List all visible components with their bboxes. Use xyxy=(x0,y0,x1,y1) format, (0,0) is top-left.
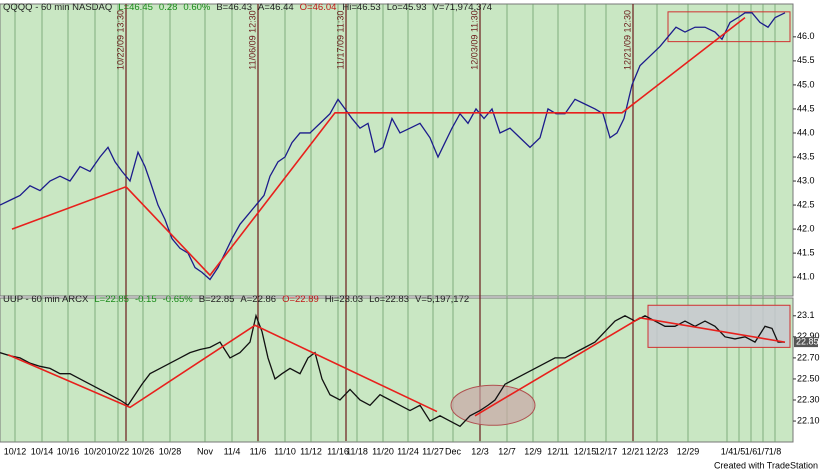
event-label: 12/03/09 11:30 xyxy=(469,10,479,69)
pane-header: UUP - 60 min ARCX L=22.85 -0.15 -0.65% B=22.… xyxy=(3,294,469,305)
x-tick-label: 11/4 xyxy=(224,446,241,456)
header-field: 0.60% xyxy=(183,2,210,13)
y-tick-label: 42.0 xyxy=(797,223,815,233)
header-field: V=71,974,374 xyxy=(433,2,492,13)
pane-top xyxy=(0,3,794,297)
x-tick-label: 12/3 xyxy=(471,446,489,456)
header-field: 0.28 xyxy=(159,2,178,13)
header-field: Hi=46.53 xyxy=(342,2,380,13)
x-tick-label: 10/22 xyxy=(107,446,130,456)
x-tick-label: 12/15 xyxy=(574,446,597,456)
event-label: 12/21/09 12:30 xyxy=(622,10,632,70)
price-tag-box xyxy=(794,337,818,348)
header-field: L=22.85 xyxy=(94,294,129,305)
x-tick-label: 12/29 xyxy=(677,446,700,456)
x-tick-label: 12/17 xyxy=(595,446,618,456)
y-tick-label: 45.5 xyxy=(797,55,815,65)
x-tick-label: 12/11 xyxy=(547,446,569,456)
header-field: Hi=23.03 xyxy=(325,294,363,305)
header-field: L=46.45 xyxy=(118,2,153,13)
y-tick-label: 22.30 xyxy=(797,394,820,404)
y-tick-label: 22.10 xyxy=(797,415,820,425)
x-tick-label: 10/26 xyxy=(132,446,155,456)
trend-line xyxy=(474,317,786,417)
header-field: A=22.86 xyxy=(240,294,276,305)
header-field: B=46.43 xyxy=(216,2,252,13)
x-tick-label: 11/12 xyxy=(300,446,322,456)
price-tag: 22.85 xyxy=(796,336,819,346)
x-tick-label: 1/4 xyxy=(721,446,734,456)
x-tick-label: 11/20 xyxy=(372,446,394,456)
header-field: Lo=22.83 xyxy=(369,294,409,305)
header-field: O=46.04 xyxy=(300,2,337,13)
x-tick-label: 1/5 xyxy=(733,446,746,456)
pane-title: QQQQ - 60 min NASDAQ xyxy=(3,2,112,13)
x-tick-label: 11/10 xyxy=(274,446,296,456)
x-tick-label: 11/24 xyxy=(397,446,419,456)
trend-line xyxy=(11,16,746,277)
y-tick-label: 22.70 xyxy=(797,352,820,362)
x-tick-label: 10/20 xyxy=(84,446,107,456)
pane-title: UUP - 60 min ARCX xyxy=(3,294,89,305)
y-tick-label: 45.0 xyxy=(797,79,815,89)
y-tick-label: 23.1 xyxy=(797,310,815,320)
x-tick-label: 10/28 xyxy=(159,446,182,456)
x-tick-label: 1/6 xyxy=(745,446,758,456)
y-tick-label: 22.50 xyxy=(797,373,820,383)
header-field: O=22.89 xyxy=(282,294,319,305)
price-line xyxy=(0,12,786,281)
trend-line xyxy=(7,324,438,413)
x-tick-label: 11/27 xyxy=(422,446,444,456)
x-tick-label: 12/23 xyxy=(646,446,669,456)
x-tick-label: 12/7 xyxy=(498,446,516,456)
header-field: -0.15 xyxy=(135,294,157,305)
y-tick-label: 44.0 xyxy=(797,127,815,137)
x-tick-label: 10/16 xyxy=(57,446,80,456)
y-tick-label: 44.5 xyxy=(797,103,815,113)
x-tick-label: 11/6 xyxy=(250,446,267,456)
header-field: -0.65% xyxy=(163,294,194,305)
y-tick-label: 43.0 xyxy=(797,175,815,185)
y-tick-label: 22.90 xyxy=(797,331,820,341)
y-tick-label: 42.5 xyxy=(797,199,815,209)
header-field: B=22.85 xyxy=(199,294,235,305)
x-tick-label: 11/16 xyxy=(327,446,349,456)
y-tick-label: 41.0 xyxy=(797,272,815,282)
y-tick-label: 41.5 xyxy=(797,247,815,257)
y-tick-label: 46.0 xyxy=(797,31,815,41)
x-tick-label: Dec xyxy=(445,446,462,456)
event-label: 11/17/09 11:30 xyxy=(335,11,345,70)
x-tick-label: 1/7 xyxy=(757,446,770,456)
footer: Created with TradeStation xyxy=(714,460,818,470)
x-tick-label: 12/21 xyxy=(622,446,645,456)
header-field: A=46.44 xyxy=(258,2,294,13)
header-field: V=5,197,172 xyxy=(415,294,469,305)
event-label: 11/06/09 12:30 xyxy=(247,10,257,69)
event-label: 10/22/09 13:30 xyxy=(115,10,125,70)
x-tick-label: 12/9 xyxy=(524,446,542,456)
range-box xyxy=(667,11,791,43)
x-tick-label: 10/14 xyxy=(31,446,54,456)
pane-header: QQQQ - 60 min NASDAQ L=46.45 0.28 0.60% B=46… xyxy=(3,2,492,13)
x-tick-label: Nov xyxy=(197,446,214,456)
x-tick-label: 1/8 xyxy=(769,446,782,456)
y-tick-label: 43.5 xyxy=(797,151,815,161)
header-field: Lo=45.93 xyxy=(387,2,427,13)
x-tick-label: 11/18 xyxy=(346,446,368,456)
x-tick-label: 10/12 xyxy=(4,446,27,456)
